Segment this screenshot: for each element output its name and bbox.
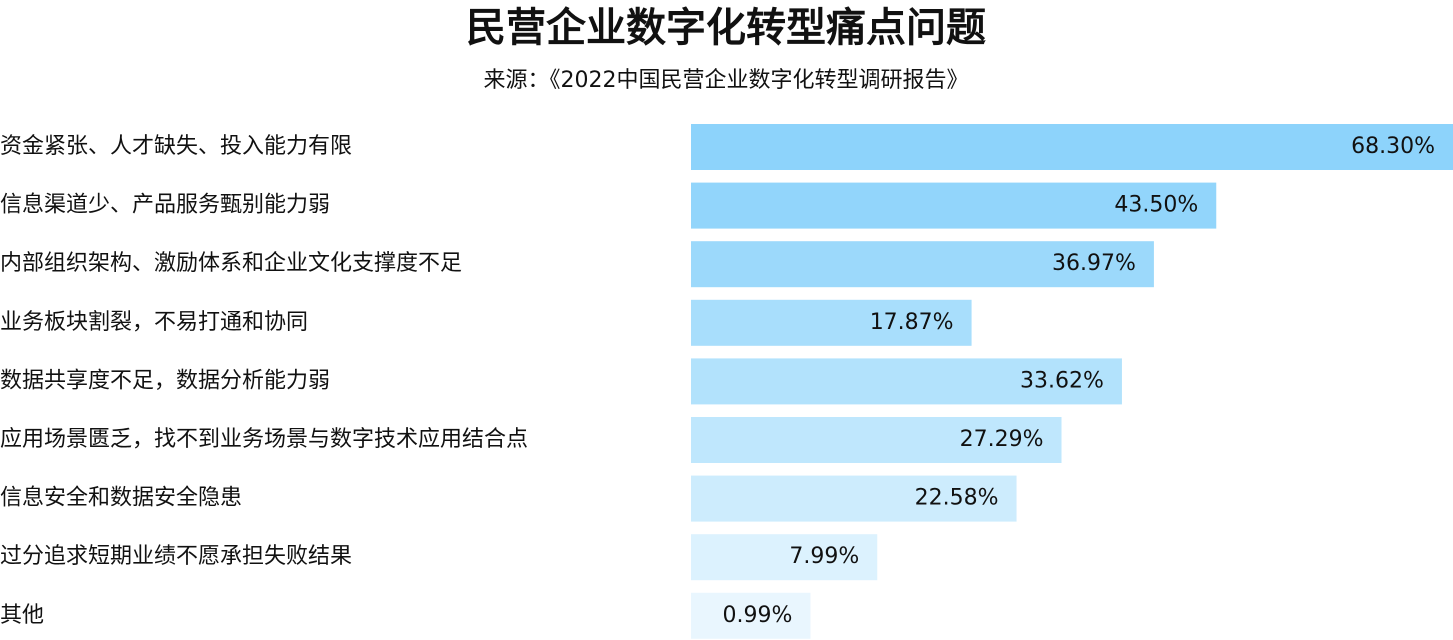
category-label: 数据共享度不足，数据分析能力弱: [0, 368, 330, 393]
bar: [691, 534, 878, 581]
value-label: 36.97%: [1052, 251, 1136, 276]
bar: [691, 417, 1062, 463]
chart-title: 民营企业数字化转型痛点问题: [466, 5, 986, 51]
bar: [691, 358, 1122, 405]
value-label: 43.50%: [1114, 193, 1198, 218]
value-label: 0.99%: [723, 603, 793, 628]
category-label: 信息安全和数据安全隐患: [0, 486, 242, 511]
bar: [691, 475, 1017, 522]
bar: [691, 299, 972, 346]
value-label: 7.99%: [789, 544, 859, 569]
category-label: 信息渠道少、产品服务甄别能力弱: [0, 193, 330, 218]
category-label: 过分追求短期业绩不愿承担失败结果: [0, 544, 352, 569]
category-label: 业务板块割裂，不易打通和协同: [0, 310, 308, 335]
category-label: 资金紧张、人才缺失、投入能力有限: [0, 134, 352, 159]
value-label: 27.29%: [960, 427, 1044, 452]
category-label: 内部组织架构、激励体系和企业文化支撑度不足: [0, 251, 462, 276]
bar: [691, 592, 811, 639]
bar: [691, 124, 1453, 170]
bar: [691, 241, 1154, 288]
value-label: 33.62%: [1020, 368, 1104, 393]
value-label: 68.30%: [1351, 134, 1435, 159]
bar: [691, 182, 1217, 229]
category-label: 应用场景匮乏，找不到业务场景与数字技术应用结合点: [0, 427, 528, 452]
category-label: 其他: [0, 603, 44, 628]
chart-subtitle: 来源：《2022中国民营企业数字化转型调研报告》: [484, 68, 969, 93]
value-label: 22.58%: [915, 486, 999, 511]
value-label: 17.87%: [870, 310, 954, 335]
